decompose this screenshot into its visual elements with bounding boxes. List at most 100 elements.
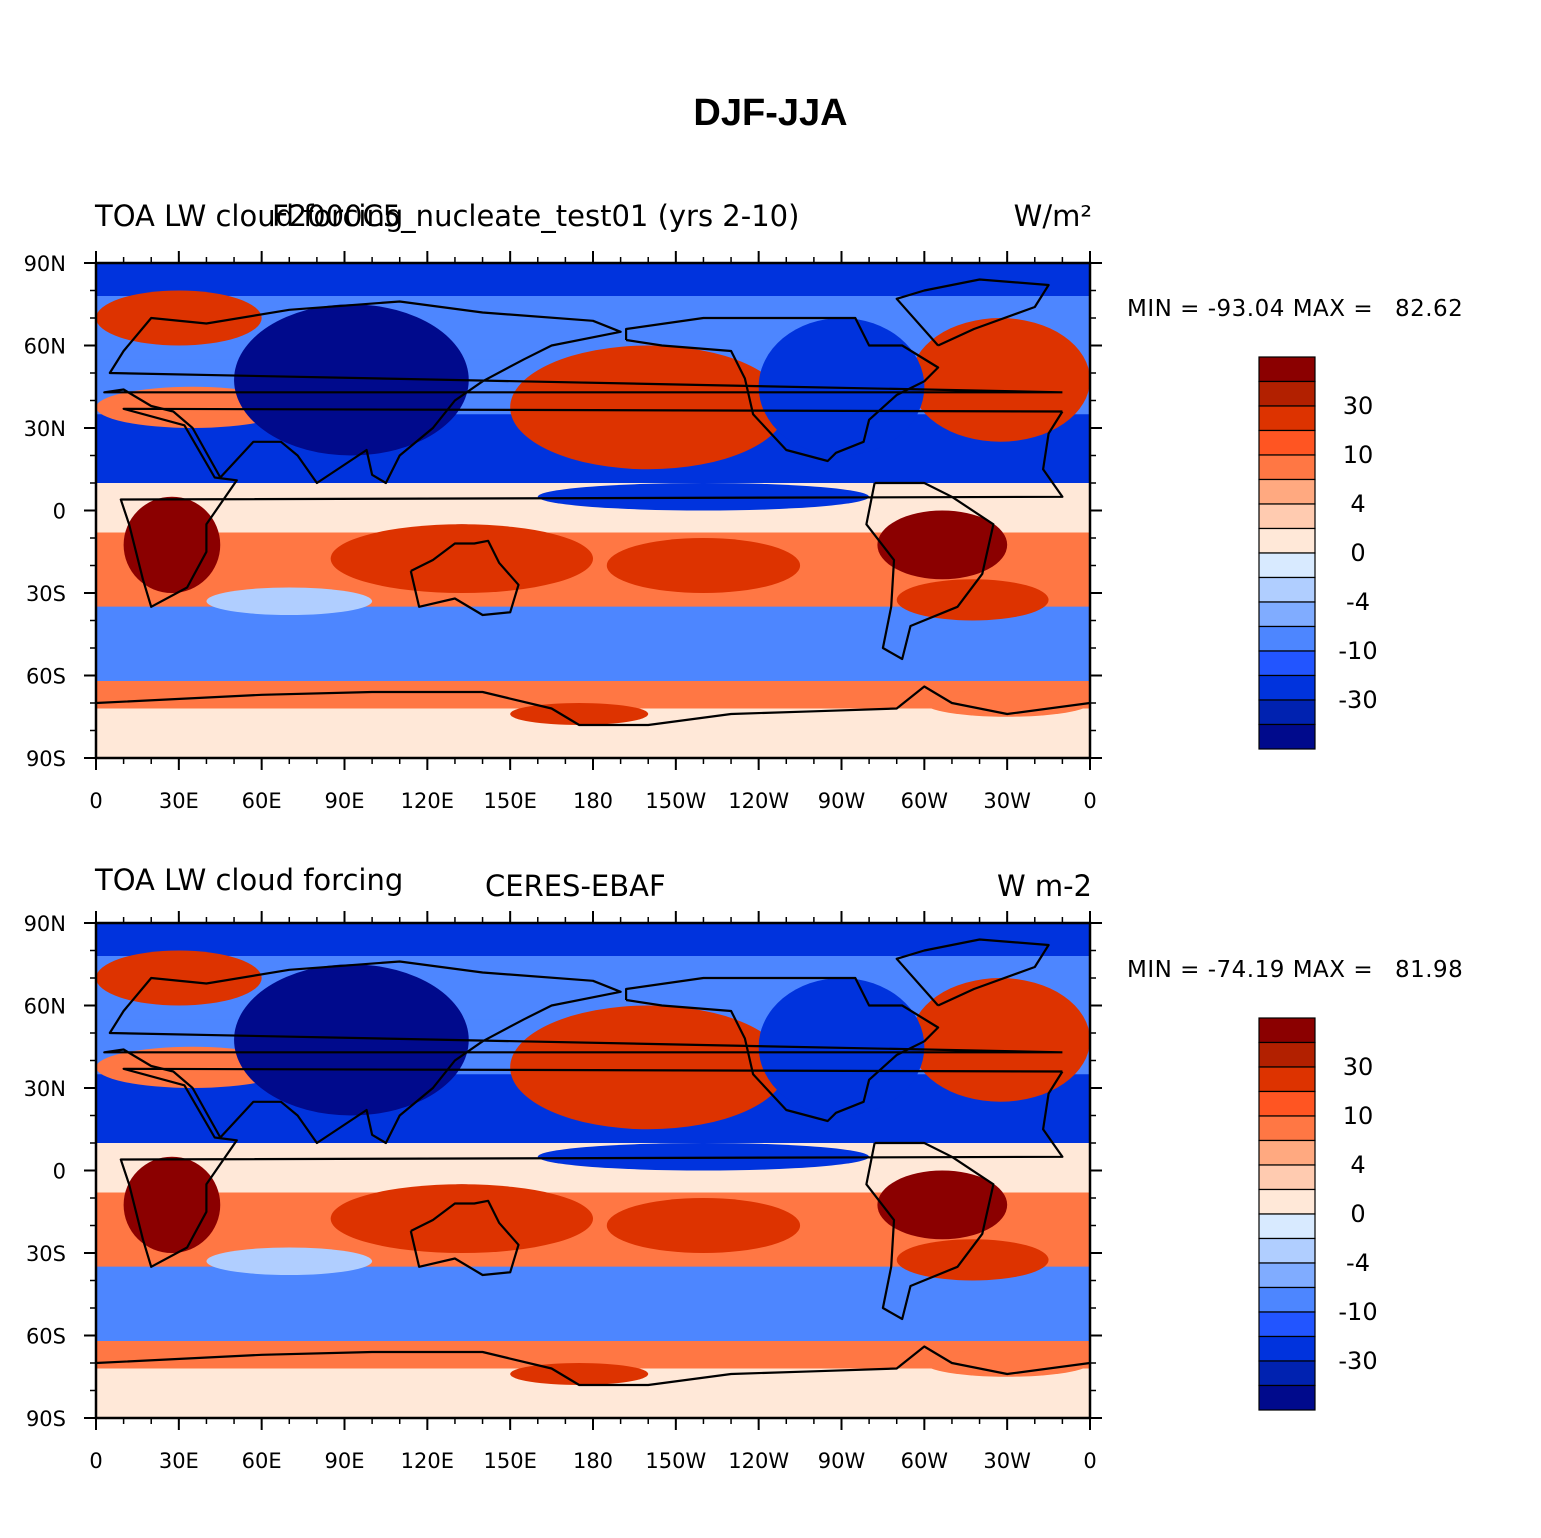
colorbar-label: -30 — [1338, 686, 1377, 714]
coastline — [103, 300, 1063, 485]
colorbar-label: 4 — [1350, 1151, 1365, 1179]
colorbar-cell — [1258, 601, 1316, 628]
lon-label: 90W — [818, 789, 866, 813]
colorbar-cell — [1258, 552, 1316, 579]
map-panel-1: 90N 60N 30N 0 30S 60S 90S 0 30E 60E 90E 120E 150E 180… — [24, 251, 1378, 813]
colorbar-cell — [1258, 1066, 1316, 1093]
map-field-panel-1 — [96, 263, 1090, 758]
field-region — [234, 964, 469, 1116]
lon-label: 150W — [645, 789, 706, 813]
coastline — [409, 1199, 520, 1277]
colorbar-label: -10 — [1338, 1298, 1377, 1326]
colorbar-cell — [1258, 1335, 1316, 1362]
colorbar-cell — [1258, 503, 1316, 530]
field-region — [234, 304, 469, 456]
field-region — [606, 1198, 801, 1253]
lon-label: 0 — [1083, 1449, 1096, 1473]
colorbar-label: 10 — [1343, 441, 1374, 469]
colorbar-cell — [1258, 699, 1316, 726]
coastline — [895, 938, 1050, 1007]
lon-label: 90E — [325, 1449, 365, 1473]
colorbar-label: -4 — [1346, 1249, 1370, 1277]
field-region — [510, 703, 649, 725]
panel2-min-value: -74.19 — [1207, 957, 1285, 983]
lat-label: 60N — [24, 995, 66, 1019]
panel2-max-label: MAX = — [1292, 957, 1374, 983]
colorbar-cell — [1258, 1237, 1316, 1264]
coastline — [625, 316, 940, 463]
lon-label: 180 — [573, 789, 613, 813]
field-region — [510, 1363, 649, 1385]
colorbar-cell — [1258, 1286, 1316, 1313]
map-field-panel-2 — [96, 923, 1090, 1418]
lat-label: 30S — [26, 1242, 66, 1266]
lon-label: 90W — [818, 1449, 866, 1473]
panel1-center-string: F2000C5_nucleate_test01 (yrs 2-10) — [272, 199, 800, 233]
colorbar-cell — [1258, 1139, 1316, 1166]
colorbar-panel-2: 30 10 4 0 -4 -10 -30 — [1258, 1017, 1378, 1411]
coastline — [119, 1067, 1064, 1268]
lon-label: 180 — [573, 1449, 613, 1473]
lon-label: 150E — [483, 1449, 536, 1473]
lat-label: 60S — [26, 1325, 66, 1349]
panel1-minmax: MIN = -93.04 MAX = 82.62 — [1127, 296, 1463, 322]
colorbar-cell — [1258, 356, 1316, 383]
panel1-min-label: MIN = — [1127, 296, 1200, 322]
colorbar-cell — [1258, 405, 1316, 432]
field-band — [96, 923, 1090, 956]
colorbar-cell — [1258, 576, 1316, 603]
lon-label: 30E — [159, 1449, 199, 1473]
colorbar-label: -30 — [1338, 1347, 1377, 1375]
colorbar-label: 10 — [1343, 1102, 1374, 1130]
field-region — [206, 587, 373, 615]
panel2-center-string: CERES-EBAF — [485, 869, 666, 903]
colorbar-cell — [1258, 1017, 1316, 1044]
field-region — [910, 318, 1090, 442]
colorbar-cell — [1258, 527, 1316, 554]
lon-label: 30E — [159, 789, 199, 813]
panel1-max-label: MAX = — [1292, 296, 1374, 322]
colorbar-label: 30 — [1343, 392, 1374, 420]
field-region — [924, 689, 1090, 717]
lat-label: 30N — [24, 1077, 66, 1101]
coastline — [96, 685, 1090, 727]
colorbar-label: -10 — [1338, 637, 1377, 665]
colorbar-cell — [1258, 1311, 1316, 1338]
lon-label: 120E — [401, 789, 454, 813]
coastline — [409, 539, 520, 617]
lon-label: 150E — [483, 789, 536, 813]
field-region — [606, 538, 801, 593]
field-region — [96, 290, 262, 346]
lon-label: 120W — [728, 789, 789, 813]
lat-label: 90S — [26, 747, 66, 771]
panel2-min-label: MIN = — [1127, 957, 1200, 983]
field-region — [924, 1349, 1090, 1377]
lon-label: 150W — [645, 1449, 706, 1473]
lon-label: 60E — [242, 1449, 282, 1473]
lat-label: 90N — [24, 252, 66, 276]
colorbar-cell — [1258, 1360, 1316, 1387]
lon-label: 0 — [89, 1449, 102, 1473]
coastline — [96, 1345, 1090, 1387]
field-region — [910, 978, 1090, 1102]
colorbar-cell — [1258, 478, 1316, 505]
field-region — [510, 1005, 787, 1130]
field-region — [896, 579, 1049, 621]
colorbar-label: 0 — [1350, 539, 1365, 567]
field-band — [96, 263, 1090, 296]
lon-label: 60W — [901, 1449, 949, 1473]
field-region — [510, 345, 787, 470]
colorbar-cell — [1258, 1188, 1316, 1215]
colorbar-label: 30 — [1343, 1053, 1374, 1081]
lat-label: 60S — [26, 665, 66, 689]
colorbar-cell — [1258, 1041, 1316, 1068]
coastline — [865, 481, 995, 661]
lon-label: 90E — [325, 789, 365, 813]
lat-label: 90N — [24, 912, 66, 936]
lon-label: 60W — [901, 789, 949, 813]
field-region — [330, 1184, 593, 1253]
panel2-max-value: 81.98 — [1394, 957, 1464, 983]
colorbar-cell — [1258, 429, 1316, 456]
panel2-minmax: MIN = -74.19 MAX = 81.98 — [1127, 957, 1463, 983]
lat-label: 30S — [26, 582, 66, 606]
